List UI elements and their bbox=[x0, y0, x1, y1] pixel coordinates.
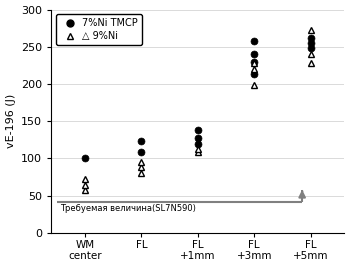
Y-axis label: vE-196 (J): vE-196 (J) bbox=[6, 94, 15, 148]
Text: Требуемая величина(SL7N590): Требуемая величина(SL7N590) bbox=[60, 204, 196, 213]
Legend: 7%Ni TMCP, △ 9%Ni: 7%Ni TMCP, △ 9%Ni bbox=[56, 14, 142, 45]
